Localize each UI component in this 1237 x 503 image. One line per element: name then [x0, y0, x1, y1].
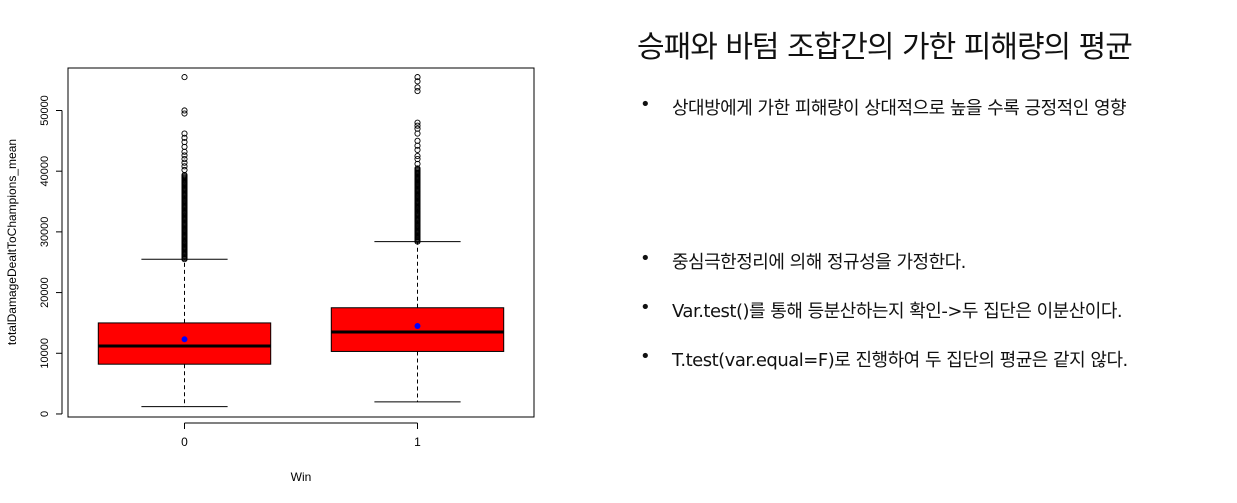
bullet-symbol: • [640, 297, 651, 318]
bullet-symbol: • [640, 248, 651, 269]
bullet-item: • 상대방에게 가한 피해량이 상대적으로 높을 수록 긍정적인 영향 [640, 94, 1127, 120]
iqr-box [97, 322, 272, 365]
x-tick-label: 0 [181, 435, 188, 449]
outlier-point [414, 88, 421, 95]
y-tick-label: 20000 [39, 277, 51, 308]
bullet-item: • Var.test()를 통해 등분산하는지 확인->두 집단은 이분산이다. [640, 297, 1123, 323]
box-group-0 [97, 74, 272, 408]
outlier-point [181, 148, 188, 155]
y-tick-label: 0 [39, 411, 51, 417]
outlier-point [414, 84, 421, 91]
x-tick-label: 1 [414, 435, 421, 449]
box-group-1 [330, 74, 505, 403]
outlier-point [181, 130, 188, 137]
y-tick-label: 10000 [39, 338, 51, 369]
bullet-text: 상대방에게 가한 피해량이 상대적으로 높을 수록 긍정적인 영향 [672, 98, 1127, 119]
boxplot-groups [97, 74, 505, 408]
y-tick-label: 50000 [39, 95, 51, 126]
bullet-text: Var.test()를 통해 등분산하는지 확인->두 집단은 이분산이다. [672, 301, 1123, 322]
outlier-point [181, 155, 188, 163]
outlier-point [414, 142, 421, 149]
outlier-point [181, 110, 188, 117]
iqr-box [330, 307, 505, 352]
outlier-point [414, 119, 421, 126]
outlier-point [414, 152, 421, 160]
mean-point [181, 336, 188, 343]
bullet-text: 중심극한정리에 의해 정규성을 가정한다. [672, 252, 966, 273]
plot-frame [67, 67, 535, 418]
outlier-point [181, 134, 188, 141]
bullet-symbol: • [640, 94, 651, 115]
bullet-symbol: • [640, 346, 651, 367]
y-axis-label: totalDamageDealtToChampions_mean [5, 139, 19, 345]
x-axis-label: Win [291, 470, 312, 484]
outlier-point [414, 74, 421, 81]
outlier-point [414, 122, 421, 129]
y-tick-label: 30000 [39, 217, 51, 248]
outlier-point [181, 166, 188, 174]
bullet-item: • T.test(var.equal=F)로 진행하여 두 집단의 평균은 같지… [640, 346, 1128, 372]
y-tick-label: 40000 [39, 156, 51, 187]
bullet-item: • 중심극한정리에 의해 정규성을 가정한다. [640, 248, 966, 274]
y-axis: 0 10000 20000 30000 40000 50000 [39, 95, 63, 417]
outlier-point [181, 74, 188, 81]
outlier-point [181, 163, 188, 170]
bullet-text: T.test(var.equal=F)로 진행하여 두 집단의 평균은 같지 않… [672, 350, 1128, 371]
outlier-point [414, 146, 421, 153]
outlier-point [181, 152, 188, 159]
outlier-point [414, 165, 421, 172]
outlier-point [181, 107, 188, 114]
outlier-point [414, 160, 421, 167]
mean-point [414, 322, 421, 329]
outlier-point [181, 159, 188, 166]
outlier-point [414, 130, 421, 137]
slide-title: 승패와 바텀 조합간의 가한 피해량의 평균 [637, 30, 1133, 65]
outlier-point [414, 78, 421, 85]
